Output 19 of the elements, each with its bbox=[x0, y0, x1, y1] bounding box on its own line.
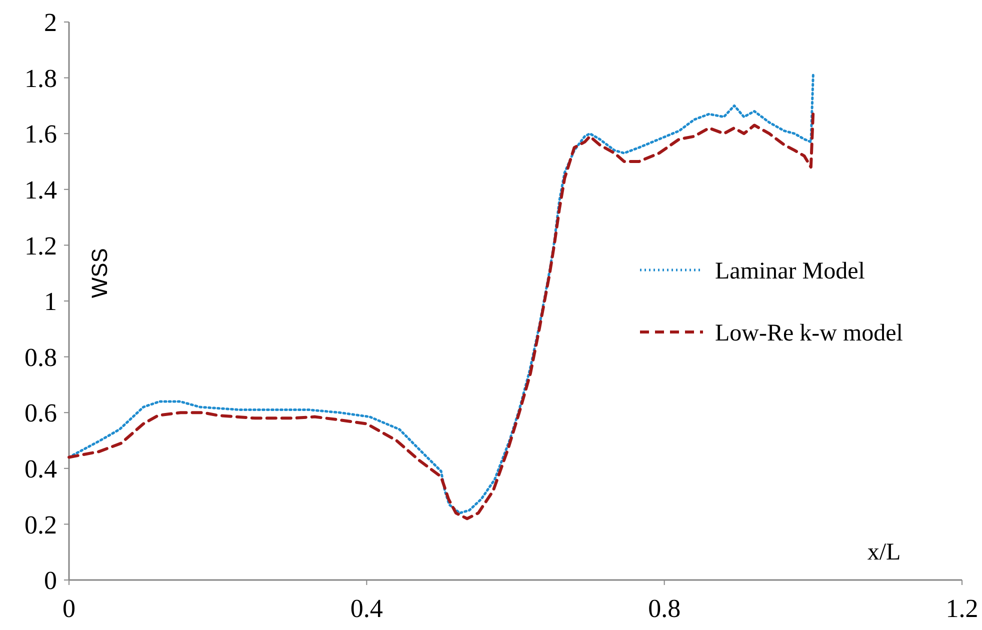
legend-label: Low-Re k-w model bbox=[715, 320, 904, 346]
x-tick-label: 0 bbox=[62, 594, 76, 623]
y-tick-label: 0.4 bbox=[24, 454, 57, 484]
y-tick-label: 0.6 bbox=[24, 398, 57, 428]
y-axis-title: WSS bbox=[87, 248, 112, 298]
x-tick-label: 1.2 bbox=[946, 594, 978, 623]
legend-label: Laminar Model bbox=[715, 258, 866, 284]
y-tick-label: 1.6 bbox=[24, 120, 57, 149]
y-tick-label: 1.4 bbox=[24, 176, 57, 204]
x-axis-title: x/L bbox=[867, 540, 901, 566]
y-tick-label: 2 bbox=[44, 8, 57, 38]
y-tick-label: 0.2 bbox=[24, 510, 57, 540]
x-tick-label: 0.4 bbox=[350, 594, 383, 623]
y-tick-label: 1.8 bbox=[24, 64, 57, 93]
y-tick-label: 0 bbox=[44, 566, 57, 596]
y-tick-label: 1 bbox=[44, 287, 57, 316]
y-tick-label: 0.8 bbox=[24, 342, 57, 372]
x-tick-label: 0.8 bbox=[648, 594, 681, 623]
y-tick-label: 1.2 bbox=[24, 231, 57, 260]
